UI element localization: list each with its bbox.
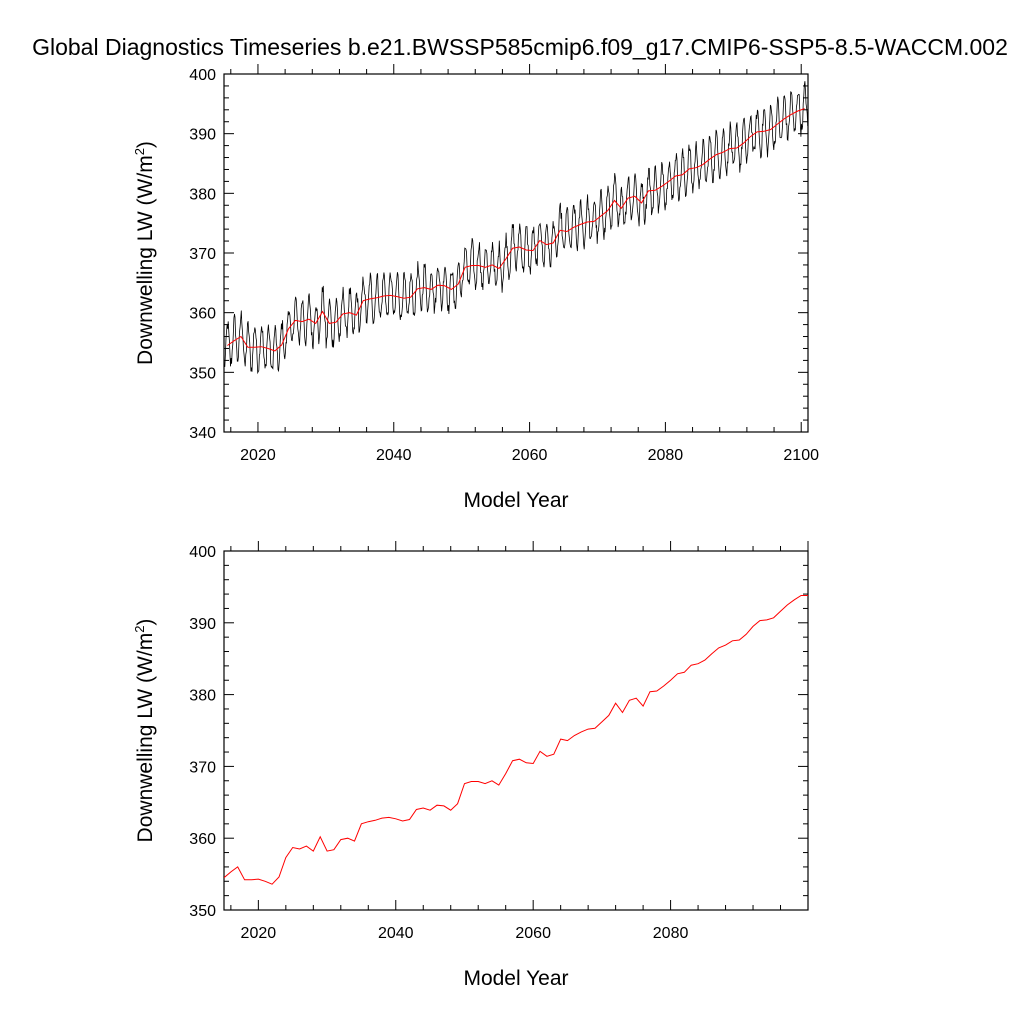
x-tick-label: 2020	[240, 447, 276, 464]
y-tick-label: 370	[189, 246, 216, 263]
x-tick-label: 2040	[378, 925, 414, 942]
x-tick-label: 2100	[783, 447, 819, 464]
x-tick-label: 2080	[653, 925, 689, 942]
x-tick-label: 2080	[648, 447, 684, 464]
x-tick-label: 2020	[241, 925, 277, 942]
x-tick-label: 2040	[376, 447, 412, 464]
y-tick-label: 350	[189, 903, 216, 920]
x-axis-label: Model Year	[463, 967, 568, 990]
y-tick-label: 400	[189, 544, 216, 561]
y-tick-label: 360	[189, 831, 216, 848]
y-tick-label: 370	[189, 759, 216, 776]
plot-frame	[223, 73, 809, 433]
plot-frame	[223, 550, 809, 911]
x-tick-label: 2060	[515, 925, 551, 942]
x-tick-label: 2060	[512, 447, 548, 464]
y-tick-label: 380	[189, 186, 216, 203]
y-axis-label: Downwelling LW (W/m2)	[132, 141, 157, 365]
y-tick-label: 380	[189, 688, 216, 705]
y-tick-label: 360	[189, 306, 216, 323]
chart-panel-1: 340 350 360 370 380 390 400 2020 2040 2060 2080 210…	[132, 64, 819, 512]
series-monthly-line	[224, 81, 808, 375]
series-annual-line	[224, 595, 808, 885]
chart-panel-2: 350 360 370 380 390 400 2020 2040 2060 2080 Model …	[132, 541, 809, 990]
chart-title: Global Diagnostics Timeseries b.e21.BWSS…	[32, 34, 1008, 60]
x-axis-label: Model Year	[463, 489, 568, 512]
y-axis-label: Downwelling LW (W/m2)	[132, 619, 157, 843]
y-tick-label: 390	[189, 127, 216, 144]
y-tick-label: 400	[189, 67, 216, 84]
y-tick-label: 340	[189, 425, 216, 442]
y-tick-label: 350	[189, 365, 216, 382]
y-tick-label: 390	[189, 616, 216, 633]
series-annual-line	[227, 108, 805, 352]
